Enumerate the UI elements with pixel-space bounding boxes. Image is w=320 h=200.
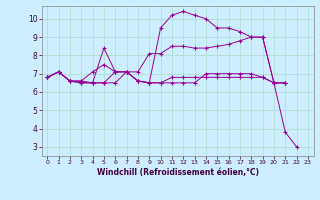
X-axis label: Windchill (Refroidissement éolien,°C): Windchill (Refroidissement éolien,°C) [97, 168, 259, 177]
